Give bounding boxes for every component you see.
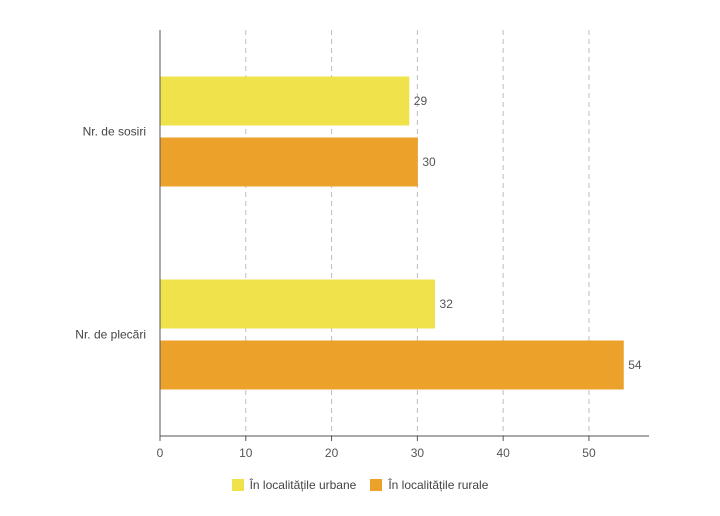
legend-item[interactable]: În localitățile rurale xyxy=(370,478,488,492)
legend-label: În localitățile rurale xyxy=(388,478,489,492)
legend-swatch xyxy=(370,479,383,491)
category-label: Nr. de plecări xyxy=(75,328,146,342)
legend-item[interactable]: În localitățile urbane xyxy=(231,478,357,492)
bar xyxy=(160,340,624,390)
data-label: 30 xyxy=(422,155,436,169)
data-label: 29 xyxy=(414,94,428,108)
bar xyxy=(160,279,436,329)
data-label: 54 xyxy=(628,358,642,372)
legend-swatch xyxy=(231,479,244,491)
data-label: 32 xyxy=(440,297,454,311)
legend: În localitățile urbane În localitățile ru… xyxy=(0,478,720,492)
x-tick-label: 20 xyxy=(325,446,339,460)
x-tick-label: 50 xyxy=(582,446,596,460)
labels: 0 10 20 30 40 50 Nr. de sosiri 29 30 Nr. de plecă… xyxy=(75,94,642,460)
bar xyxy=(160,137,418,187)
x-tick-label: 10 xyxy=(239,446,253,460)
axes xyxy=(159,30,649,441)
bars xyxy=(160,76,624,390)
x-tick-label: 0 xyxy=(157,446,164,460)
category-label: Nr. de sosiri xyxy=(83,125,146,139)
bar xyxy=(160,76,410,126)
x-tick-label: 40 xyxy=(496,446,510,460)
legend-label: În localitățile urbane xyxy=(249,478,357,492)
x-tick-label: 30 xyxy=(411,446,425,460)
